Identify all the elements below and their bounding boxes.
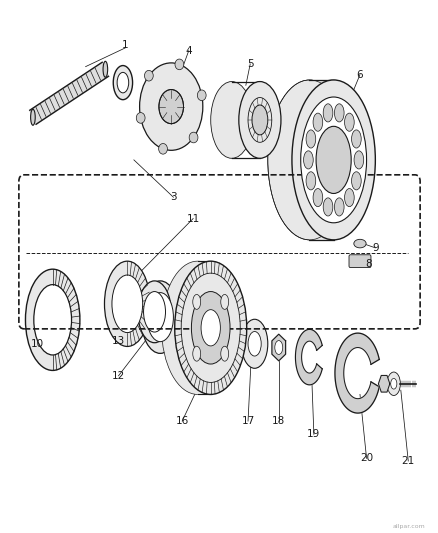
Polygon shape (378, 375, 389, 392)
Ellipse shape (104, 261, 150, 346)
Ellipse shape (25, 269, 80, 370)
Ellipse shape (353, 151, 363, 169)
Polygon shape (30, 62, 108, 124)
Ellipse shape (344, 113, 353, 131)
Ellipse shape (220, 346, 228, 361)
Ellipse shape (315, 126, 350, 193)
Text: 3: 3 (170, 192, 177, 202)
Ellipse shape (241, 319, 267, 368)
Ellipse shape (31, 109, 35, 125)
Ellipse shape (117, 72, 128, 93)
Ellipse shape (291, 80, 374, 240)
Ellipse shape (353, 239, 365, 248)
Text: 1: 1 (121, 41, 128, 50)
Ellipse shape (161, 261, 233, 394)
Ellipse shape (143, 292, 165, 332)
Ellipse shape (344, 189, 353, 207)
Ellipse shape (201, 310, 220, 346)
Ellipse shape (136, 112, 145, 123)
Ellipse shape (351, 130, 360, 148)
Polygon shape (271, 334, 285, 361)
Ellipse shape (197, 90, 206, 101)
Ellipse shape (305, 172, 315, 190)
Ellipse shape (189, 132, 198, 143)
Polygon shape (197, 261, 210, 394)
Ellipse shape (390, 378, 396, 389)
Text: 10: 10 (31, 339, 44, 349)
Ellipse shape (312, 189, 322, 207)
Ellipse shape (144, 70, 153, 81)
Polygon shape (309, 80, 333, 240)
Ellipse shape (147, 293, 173, 342)
Ellipse shape (303, 151, 313, 169)
Ellipse shape (34, 285, 71, 355)
Ellipse shape (300, 97, 366, 223)
Ellipse shape (351, 172, 360, 190)
Text: 9: 9 (371, 243, 378, 253)
Ellipse shape (192, 294, 200, 309)
Text: 18: 18 (272, 416, 285, 426)
Text: 12: 12 (112, 371, 125, 381)
Text: 4: 4 (185, 46, 192, 55)
Ellipse shape (247, 332, 261, 356)
Ellipse shape (175, 59, 184, 70)
Text: 6: 6 (356, 70, 363, 79)
Text: 16: 16 (175, 416, 188, 426)
Ellipse shape (322, 198, 332, 216)
Ellipse shape (267, 80, 350, 240)
Ellipse shape (141, 281, 179, 353)
Ellipse shape (113, 66, 132, 100)
Ellipse shape (312, 113, 322, 131)
Ellipse shape (112, 275, 142, 333)
Ellipse shape (334, 198, 343, 216)
Ellipse shape (158, 143, 167, 154)
Ellipse shape (191, 292, 230, 364)
Text: 5: 5 (246, 59, 253, 69)
Text: 20: 20 (359, 454, 372, 463)
Text: 13: 13 (112, 336, 125, 346)
Ellipse shape (103, 61, 107, 77)
Polygon shape (295, 329, 321, 385)
FancyBboxPatch shape (348, 255, 370, 268)
Ellipse shape (159, 90, 183, 124)
Text: 17: 17 (241, 416, 254, 426)
Ellipse shape (210, 82, 252, 158)
Ellipse shape (305, 130, 315, 148)
Text: 8: 8 (364, 259, 371, 269)
Text: 19: 19 (307, 430, 320, 439)
Ellipse shape (138, 281, 171, 343)
Ellipse shape (274, 341, 282, 354)
Polygon shape (334, 333, 378, 413)
Ellipse shape (238, 82, 280, 158)
Ellipse shape (322, 104, 332, 122)
Ellipse shape (139, 63, 202, 150)
Text: allpar.com: allpar.com (392, 524, 425, 529)
Ellipse shape (251, 105, 267, 135)
Ellipse shape (174, 261, 246, 394)
Text: 21: 21 (401, 456, 414, 466)
Ellipse shape (192, 346, 200, 361)
Ellipse shape (220, 294, 228, 309)
Ellipse shape (334, 104, 343, 122)
Ellipse shape (386, 372, 399, 395)
Text: 11: 11 (186, 214, 199, 223)
